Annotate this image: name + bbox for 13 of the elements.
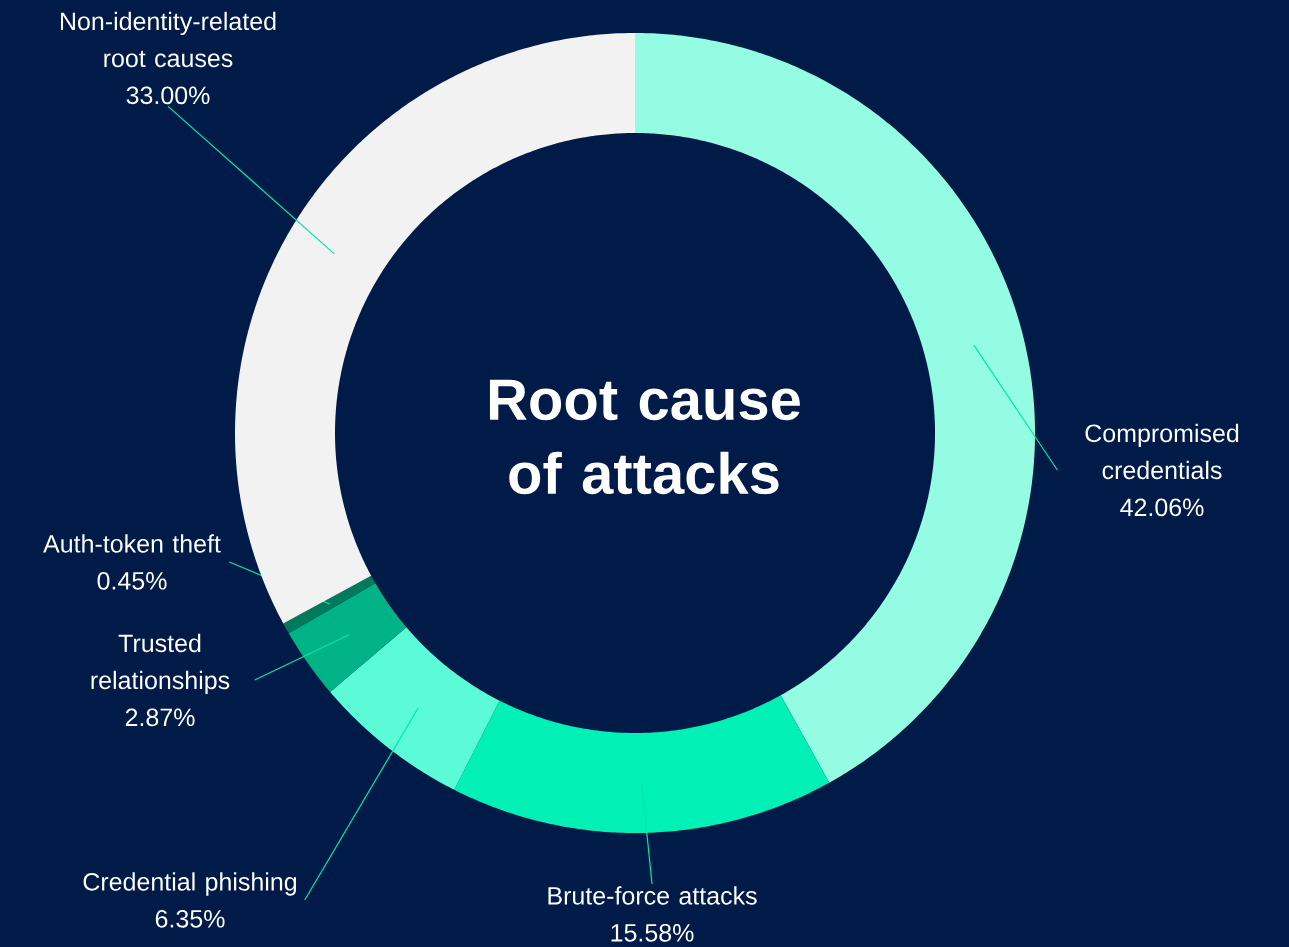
slice-label: Trusted relationships [91, 633, 230, 695]
text: Root cause of attacks [489, 379, 800, 495]
data-label: 15.58% [611, 923, 694, 942]
slice-label: Credential phishing [83, 872, 297, 896]
slice-label: Auth-token theft [43, 534, 221, 553]
data-label: 2.87% [125, 708, 195, 727]
slice-label: Non-identity-related root causes [60, 11, 276, 68]
data-label: 33.00% [126, 86, 210, 105]
data-label: 42.06% [1120, 498, 1204, 517]
data-label: 6.35% [155, 909, 225, 928]
slice-label: Compromised credentials [1085, 423, 1239, 480]
data-label: 0.45% [97, 571, 167, 590]
slice-label: Brute-force attacks [548, 886, 757, 905]
